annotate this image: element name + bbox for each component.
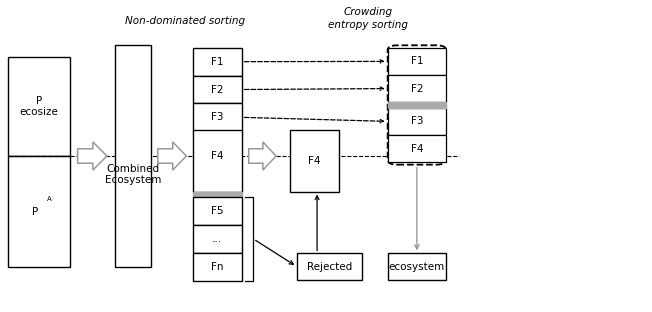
Bar (388, 253, 446, 280)
Bar (388, 48, 446, 75)
Text: Rejected: Rejected (306, 261, 352, 271)
Bar (193, 192, 242, 197)
Bar (193, 197, 242, 225)
Polygon shape (249, 142, 276, 170)
Text: ecosystem: ecosystem (389, 261, 445, 271)
Bar (388, 108, 446, 135)
Text: F5: F5 (211, 206, 224, 216)
Bar (193, 76, 242, 104)
Text: F1: F1 (211, 57, 224, 67)
Text: F2: F2 (411, 84, 423, 94)
Polygon shape (158, 142, 186, 170)
Text: F3: F3 (211, 112, 224, 122)
Bar (193, 253, 242, 280)
Text: F4: F4 (211, 151, 224, 161)
Bar (193, 104, 242, 131)
Text: F4: F4 (308, 156, 321, 166)
Bar (388, 102, 446, 108)
FancyBboxPatch shape (388, 45, 446, 165)
Bar (193, 225, 242, 253)
Bar (193, 131, 242, 137)
Bar (8, 57, 70, 156)
Bar (388, 75, 446, 102)
Text: Combined
Ecosystem: Combined Ecosystem (105, 164, 161, 185)
Polygon shape (78, 142, 107, 170)
Text: P: P (33, 207, 38, 217)
Text: Fn: Fn (211, 262, 224, 272)
Text: P
ecosize: P ecosize (20, 96, 58, 117)
Text: Non-dominated sorting: Non-dominated sorting (125, 17, 245, 27)
Text: F3: F3 (411, 116, 423, 126)
Bar (297, 253, 362, 280)
Text: F4: F4 (411, 144, 423, 154)
Bar (193, 130, 242, 192)
Bar (290, 130, 339, 192)
Text: A: A (46, 196, 52, 202)
Text: F2: F2 (211, 85, 224, 95)
Bar (8, 156, 70, 267)
Bar (115, 45, 151, 267)
Bar (193, 48, 242, 76)
Text: Crowding
entropy sorting: Crowding entropy sorting (328, 7, 408, 30)
Text: ...: ... (212, 234, 222, 244)
Text: F1: F1 (411, 56, 423, 66)
Bar (388, 135, 446, 162)
